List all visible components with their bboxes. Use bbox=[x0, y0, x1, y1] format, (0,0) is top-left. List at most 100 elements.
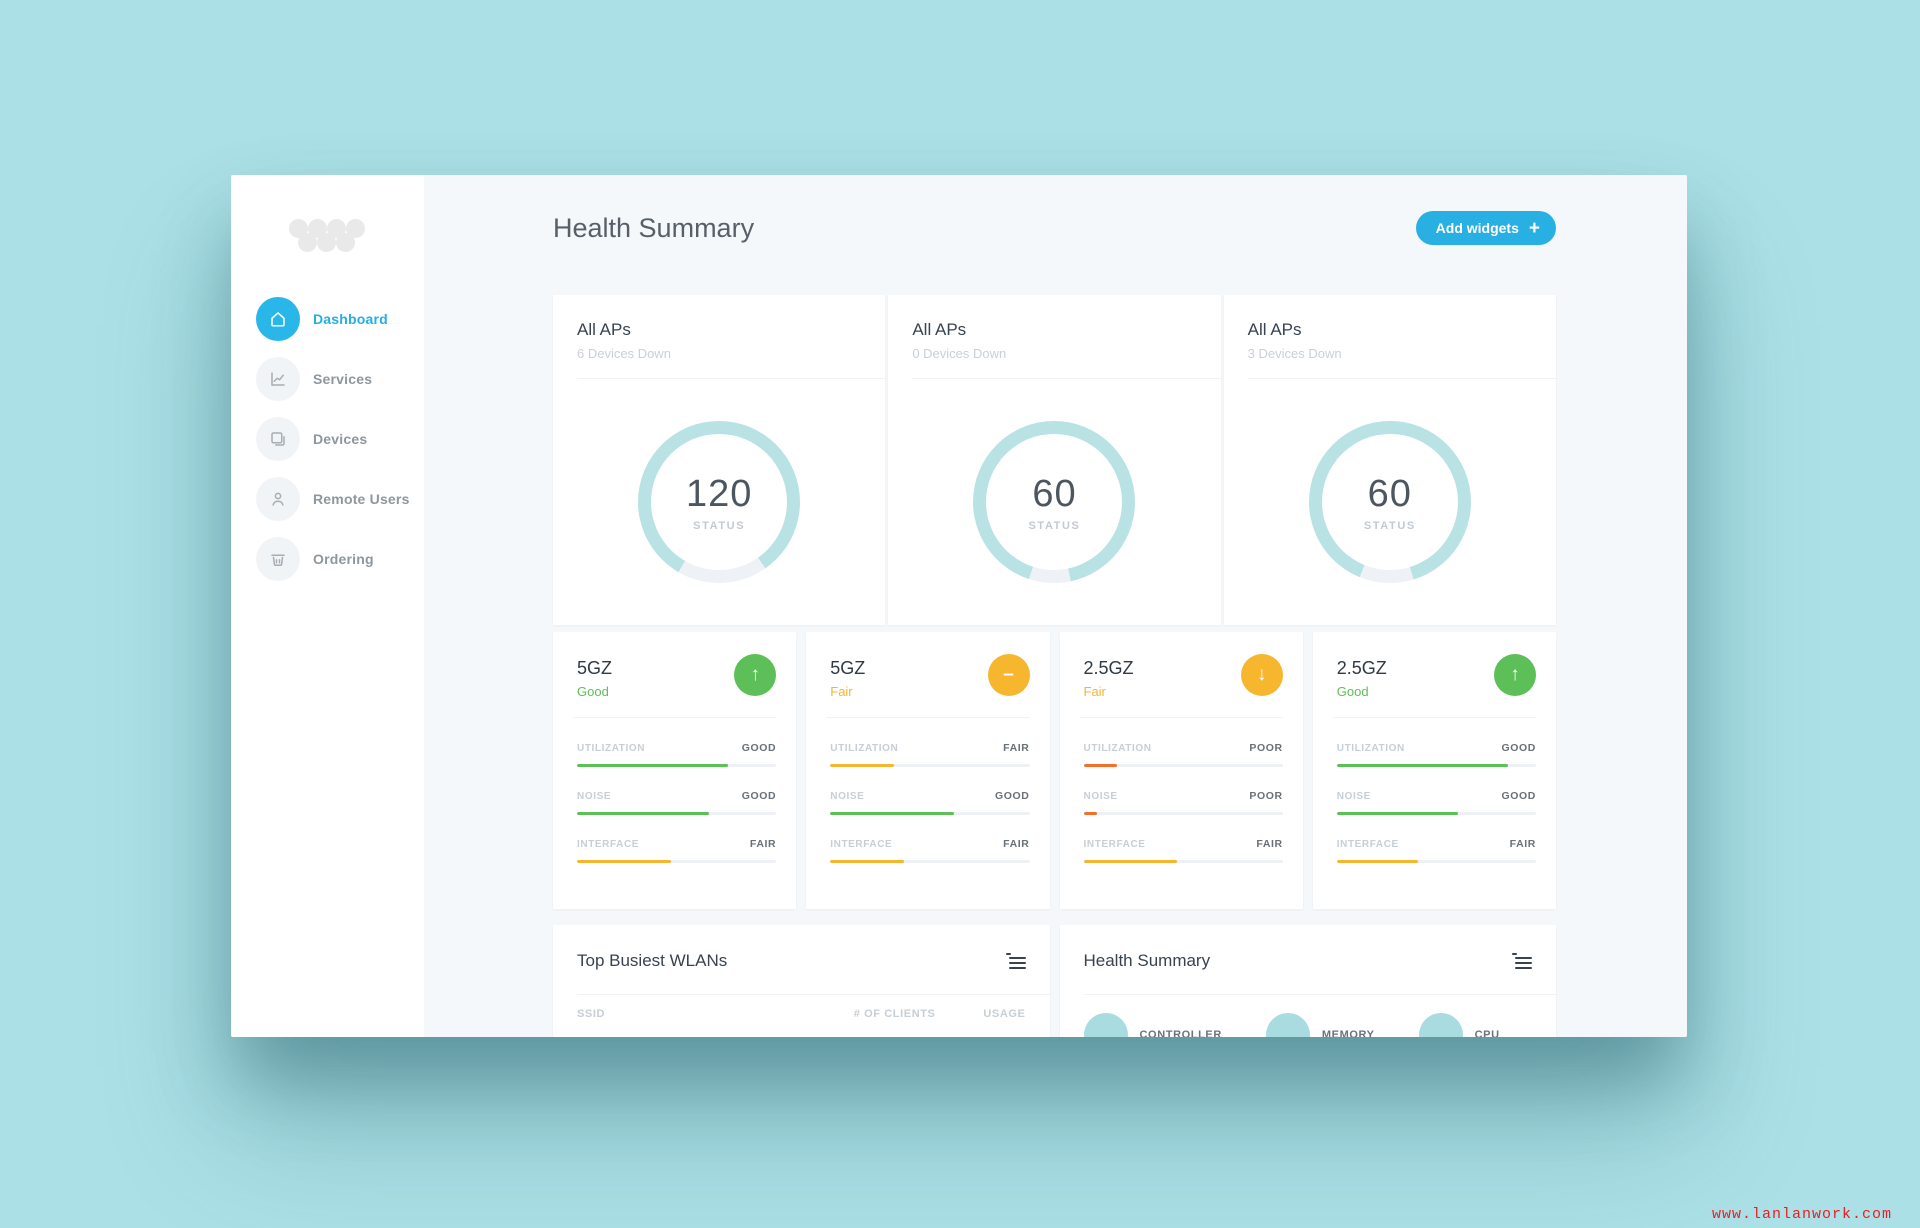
gauge-value: 60 bbox=[1367, 472, 1412, 515]
metric-label: NOISE bbox=[577, 791, 612, 802]
metric-label: INTERFACE bbox=[1336, 839, 1399, 850]
metric-bar bbox=[830, 764, 1030, 767]
ap-status-card: All APs 0 Devices Down 60 STATUS bbox=[888, 295, 1221, 625]
metric-label: UTILIZATION bbox=[1083, 743, 1152, 754]
gauge-label: STATUS bbox=[1363, 519, 1416, 532]
band-name: 2.5GZ bbox=[1336, 658, 1387, 678]
metric-label: UTILIZATION bbox=[1336, 743, 1405, 754]
column-header-usage: USAGE bbox=[983, 1008, 1026, 1020]
list-menu-icon[interactable] bbox=[1005, 953, 1026, 969]
health-summary-card: Health Summary CONTROLLER bbox=[1059, 925, 1557, 1037]
band-name: 5GZ bbox=[577, 658, 613, 678]
chart-icon bbox=[256, 357, 300, 401]
devices-icon bbox=[256, 417, 300, 461]
metric-bar bbox=[1336, 860, 1536, 863]
plus-icon: + bbox=[1528, 217, 1540, 239]
sidebar-item-devices[interactable]: Devices bbox=[256, 417, 416, 461]
sidebar-item-label: Dashboard bbox=[313, 311, 388, 327]
memory-gauge-icon bbox=[1265, 1013, 1310, 1037]
status-gauge: 120 STATUS bbox=[638, 421, 801, 583]
card-title: Top Busiest WLANs bbox=[577, 951, 728, 970]
metric-row: INTERFACE FAIR bbox=[830, 838, 1030, 863]
band-card: 5GZ Good ↑ UTILIZATION GOOD bbox=[553, 632, 797, 909]
metric-value: FAIR bbox=[1003, 838, 1030, 850]
metric-value: GOOD bbox=[995, 790, 1030, 802]
band-metrics-row: 5GZ Good ↑ UTILIZATION GOOD bbox=[553, 632, 1556, 909]
dots-logo-icon bbox=[288, 217, 368, 253]
health-item: CONTROLLER bbox=[1083, 1013, 1222, 1037]
gauge-label: STATUS bbox=[693, 519, 746, 532]
band-status: Good bbox=[577, 684, 609, 699]
metric-value: FAIR bbox=[749, 838, 777, 850]
metric-label: INTERFACE bbox=[1083, 839, 1146, 850]
metric-label: INTERFACE bbox=[577, 839, 640, 850]
band-status: Fair bbox=[1083, 684, 1106, 699]
metric-bar bbox=[1083, 764, 1283, 767]
top-busiest-wlans-card: Top Busiest WLANs SSID # OF CLIENTS USAG… bbox=[553, 925, 1050, 1037]
metric-row: INTERFACE FAIR bbox=[1336, 838, 1536, 863]
metric-bar bbox=[1336, 764, 1536, 767]
add-widgets-button[interactable]: Add widgets + bbox=[1415, 211, 1556, 245]
sidebar-nav: Dashboard Services Devices bbox=[256, 297, 416, 597]
page-header: Health Summary Add widgets + bbox=[553, 211, 1556, 245]
metric-bar bbox=[830, 812, 1030, 815]
sidebar-item-services[interactable]: Services bbox=[256, 357, 416, 401]
sidebar-item-label: Devices bbox=[313, 431, 368, 447]
ap-card-subtitle: 0 Devices Down bbox=[912, 346, 1007, 361]
status-gauge: 60 STATUS bbox=[1308, 421, 1471, 583]
metric-label: UTILIZATION bbox=[577, 743, 646, 754]
metric-row: INTERFACE FAIR bbox=[1083, 838, 1283, 863]
sidebar-item-ordering[interactable]: Ordering bbox=[256, 537, 416, 581]
metric-value: FAIR bbox=[1509, 838, 1536, 850]
metric-row: UTILIZATION POOR bbox=[1083, 742, 1283, 767]
ap-status-card: All APs 3 Devices Down 60 STATUS bbox=[1223, 295, 1556, 625]
metric-value: GOOD bbox=[1501, 790, 1536, 802]
health-item-label: CPU bbox=[1474, 1029, 1500, 1037]
metric-label: UTILIZATION bbox=[830, 743, 899, 754]
sidebar-item-remote-users[interactable]: Remote Users bbox=[256, 477, 416, 521]
metric-row: NOISE POOR bbox=[1083, 790, 1283, 815]
health-items: CONTROLLER MEMORY CPU bbox=[1060, 995, 1557, 1037]
metric-label: NOISE bbox=[1336, 791, 1371, 802]
add-widgets-label: Add widgets bbox=[1435, 220, 1519, 236]
app-window: Dashboard Services Devices bbox=[231, 175, 1687, 1037]
ap-status-card: All APs 6 Devices Down 120 STATUS bbox=[553, 295, 886, 625]
band-status: Good bbox=[1336, 684, 1369, 699]
band-name: 5GZ bbox=[830, 658, 866, 678]
basket-icon bbox=[256, 537, 300, 581]
status-gauge: 60 STATUS bbox=[973, 421, 1136, 583]
metric-bar bbox=[577, 860, 777, 863]
user-icon bbox=[256, 477, 300, 521]
health-item: CPU bbox=[1418, 1013, 1500, 1037]
gauge-label: STATUS bbox=[1028, 519, 1081, 532]
band-card: 2.5GZ Fair ↓ UTILIZATION POOR bbox=[1059, 632, 1303, 909]
trend-down-icon: ↓ bbox=[1240, 654, 1283, 696]
trend-up-icon: ↑ bbox=[734, 654, 777, 696]
home-icon bbox=[256, 297, 300, 341]
metric-bar bbox=[830, 860, 1030, 863]
main-area: Health Summary Add widgets + All APs 6 D… bbox=[424, 175, 1687, 1037]
band-card: 2.5GZ Good ↑ UTILIZATION GOOD bbox=[1312, 632, 1556, 909]
metric-value: POOR bbox=[1249, 790, 1283, 802]
metric-label: NOISE bbox=[830, 791, 865, 802]
controller-gauge-icon bbox=[1083, 1013, 1128, 1037]
trend-flat-icon: – bbox=[987, 654, 1030, 696]
band-name: 2.5GZ bbox=[1083, 658, 1134, 678]
gauge-value: 60 bbox=[1032, 472, 1077, 515]
cpu-gauge-icon bbox=[1418, 1013, 1463, 1037]
trend-up-icon: ↑ bbox=[1494, 654, 1536, 696]
metric-row: NOISE GOOD bbox=[1336, 790, 1536, 815]
metric-value: FAIR bbox=[1003, 742, 1030, 754]
metric-label: NOISE bbox=[1083, 791, 1118, 802]
metric-row: UTILIZATION GOOD bbox=[577, 742, 777, 767]
health-item-label: MEMORY bbox=[1321, 1029, 1375, 1037]
sidebar-item-dashboard[interactable]: Dashboard bbox=[256, 297, 416, 341]
metric-bar bbox=[1083, 812, 1283, 815]
list-menu-icon[interactable] bbox=[1512, 953, 1532, 969]
ap-card-subtitle: 3 Devices Down bbox=[1247, 346, 1342, 361]
column-header-ssid: SSID bbox=[577, 1008, 606, 1020]
sidebar: Dashboard Services Devices bbox=[231, 175, 425, 1037]
health-item-label: CONTROLLER bbox=[1139, 1029, 1222, 1037]
ap-status-row: All APs 6 Devices Down 120 STATUS bbox=[553, 295, 1556, 625]
